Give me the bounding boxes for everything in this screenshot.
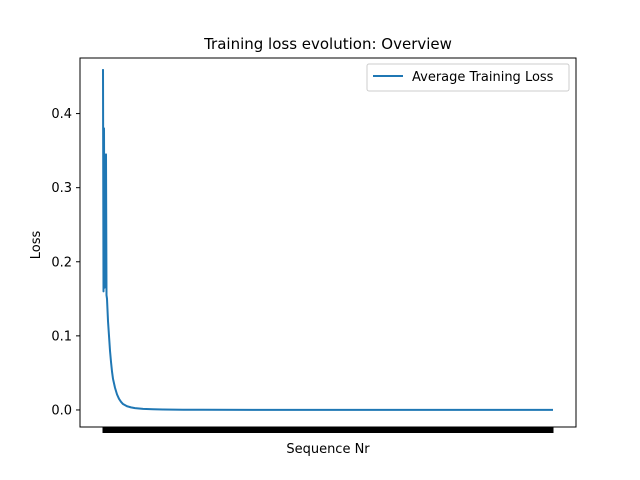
y-tick-label-4: 0.4 — [51, 107, 72, 122]
x-axis-title: Sequence Nr — [286, 442, 370, 457]
series-line-0 — [102, 69, 553, 411]
legend-frame — [366, 63, 570, 92]
y-axis-title: Loss — [29, 231, 44, 260]
y-tick-label-3: 0.3 — [51, 181, 72, 196]
y-tick-label-0: 0.0 — [51, 403, 72, 418]
y-tick-label-2: 0.2 — [51, 255, 72, 270]
x-tick-band — [102, 427, 554, 433]
y-tick-label-1: 0.1 — [51, 329, 72, 344]
legend-label: Average Training Loss — [412, 70, 554, 85]
plot-area: 0.0 0.1 0.2 0.3 0.4 — [51, 57, 577, 433]
plot-frame — [79, 57, 577, 428]
chart-title: Training loss evolution: Overview — [203, 35, 452, 53]
legend: Average Training Loss — [366, 63, 570, 92]
